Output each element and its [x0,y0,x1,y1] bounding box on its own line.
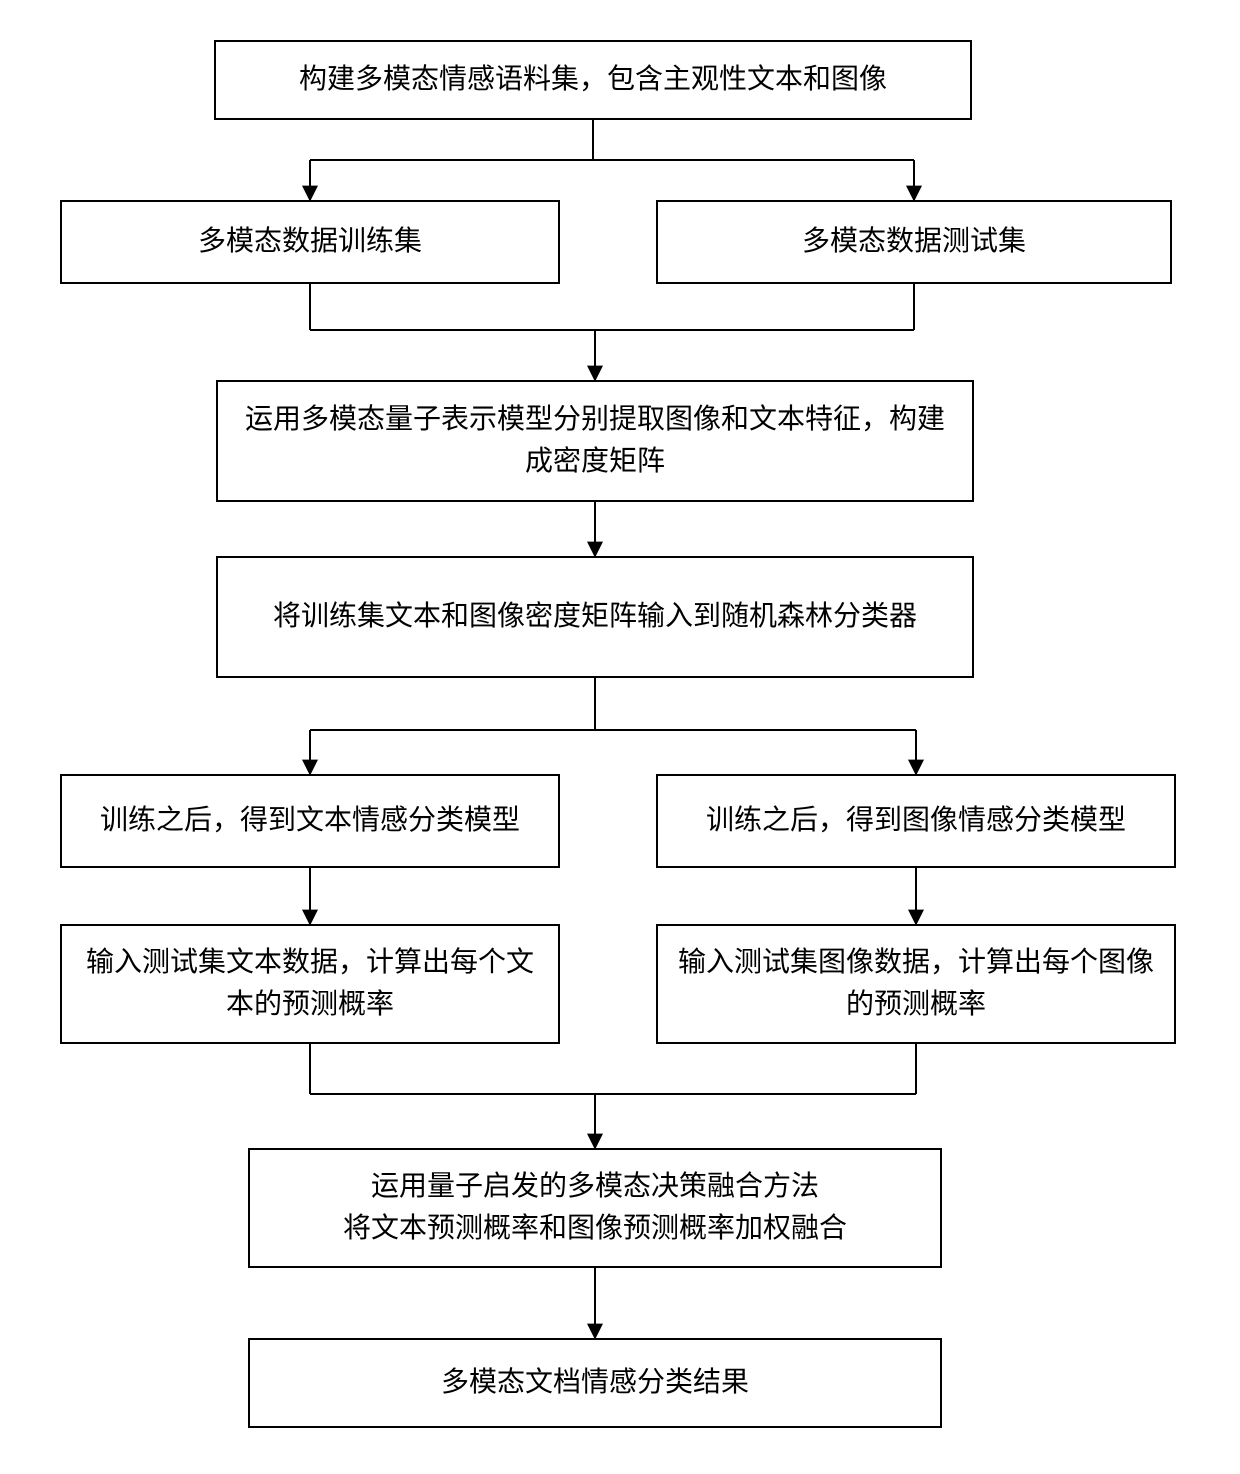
node-label: 多模态文档情感分类结果 [441,1362,749,1404]
node-label: 多模态数据训练集 [198,221,422,263]
node-random-forest: 将训练集文本和图像密度矩阵输入到随机森林分类器 [216,556,974,678]
node-build-corpus: 构建多模态情感语料集，包含主观性文本和图像 [214,40,972,120]
node-text-model: 训练之后，得到文本情感分类模型 [60,774,560,868]
node-label: 输入测试集文本数据，计算出每个文本的预测概率 [78,942,542,1026]
node-extract-features: 运用多模态量子表示模型分别提取图像和文本特征，构建成密度矩阵 [216,380,974,502]
flowchart-canvas: 构建多模态情感语料集，包含主观性文本和图像 多模态数据训练集 多模态数据测试集 … [0,0,1240,1474]
node-fusion: 运用量子启发的多模态决策融合方法 将文本预测概率和图像预测概率加权融合 [248,1148,942,1268]
node-label: 构建多模态情感语料集，包含主观性文本和图像 [299,59,887,101]
node-label: 输入测试集图像数据，计算出每个图像的预测概率 [674,942,1158,1026]
node-label: 将训练集文本和图像密度矩阵输入到随机森林分类器 [273,596,917,638]
node-label: 运用量子启发的多模态决策融合方法 将文本预测概率和图像预测概率加权融合 [343,1166,847,1250]
node-result: 多模态文档情感分类结果 [248,1338,942,1428]
node-label: 训练之后，得到图像情感分类模型 [706,800,1126,842]
node-image-model: 训练之后，得到图像情感分类模型 [656,774,1176,868]
node-train-set: 多模态数据训练集 [60,200,560,284]
node-label: 多模态数据测试集 [802,221,1026,263]
node-image-prob: 输入测试集图像数据，计算出每个图像的预测概率 [656,924,1176,1044]
node-label: 训练之后，得到文本情感分类模型 [100,800,520,842]
node-label: 运用多模态量子表示模型分别提取图像和文本特征，构建成密度矩阵 [234,399,956,483]
node-text-prob: 输入测试集文本数据，计算出每个文本的预测概率 [60,924,560,1044]
node-test-set: 多模态数据测试集 [656,200,1172,284]
